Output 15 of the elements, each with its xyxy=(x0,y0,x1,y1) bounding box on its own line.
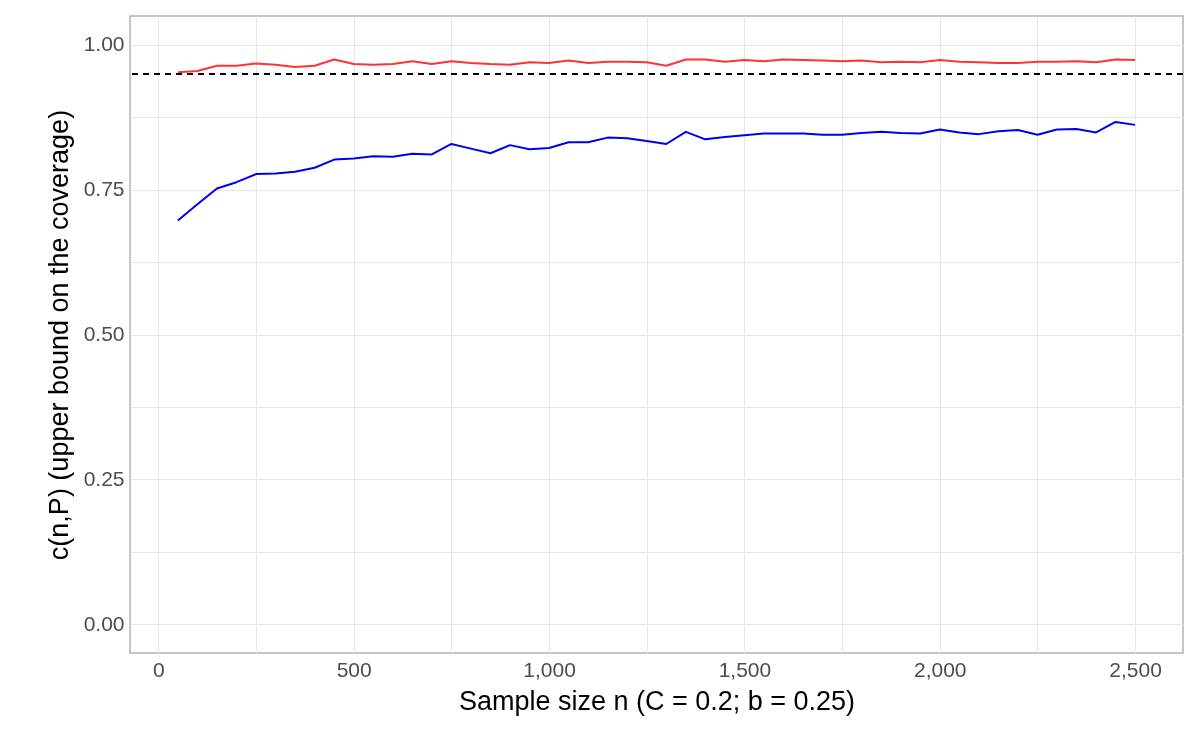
y-tick-label: 0.25 xyxy=(83,466,125,490)
x-tick-label: 2,000 xyxy=(913,657,967,681)
x-tick-label: 500 xyxy=(336,657,372,681)
y-tick-label: 1.00 xyxy=(83,32,125,56)
y-tick-label: 0.00 xyxy=(83,611,125,635)
y-axis-title: c(n,P) (upper bound on the coverage) xyxy=(43,109,74,561)
x-tick-label: 0 xyxy=(152,657,165,681)
y-tick-label: 0.75 xyxy=(83,177,125,201)
x-tick-label: 1,000 xyxy=(523,657,576,681)
y-tick-label: 0.50 xyxy=(83,322,125,345)
x-tick-label: 1,500 xyxy=(718,657,772,681)
line-series xyxy=(176,120,1137,222)
x-tick-label: 2,500 xyxy=(1109,657,1162,681)
x-axis-title: Sample size n (C = 0.2; b = 0.25) xyxy=(458,685,856,716)
line-series xyxy=(176,58,1137,74)
